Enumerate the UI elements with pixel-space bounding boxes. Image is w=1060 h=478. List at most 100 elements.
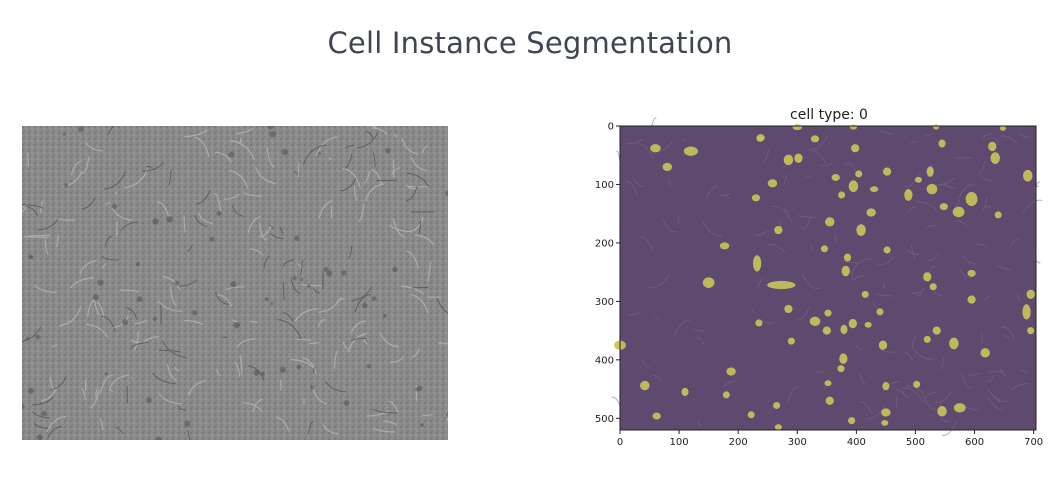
x-tick-label: 100 bbox=[670, 437, 689, 448]
texture-stroke bbox=[798, 215, 816, 218]
cell-outline bbox=[401, 285, 424, 295]
texture-stroke bbox=[859, 401, 873, 414]
texture-stroke bbox=[910, 243, 917, 259]
cell-outline bbox=[247, 365, 265, 382]
cell-outline bbox=[107, 126, 115, 136]
y-tick-label: 200 bbox=[595, 238, 614, 249]
texture-stroke bbox=[702, 220, 723, 237]
texture-stroke bbox=[651, 117, 657, 127]
cell-outline bbox=[410, 294, 429, 314]
cell-outline bbox=[301, 284, 322, 287]
cell-nucleus-dot bbox=[216, 210, 222, 216]
texture-stroke bbox=[701, 134, 703, 138]
cell-mask bbox=[876, 308, 884, 316]
cell-outline bbox=[373, 427, 396, 433]
cell-outline bbox=[426, 261, 432, 282]
texture-stroke bbox=[855, 345, 863, 351]
cell-outline bbox=[95, 388, 98, 399]
cell-outline bbox=[350, 320, 367, 333]
cell-outline bbox=[406, 172, 429, 187]
cell-nucleus-dot bbox=[174, 280, 180, 286]
texture-stroke bbox=[824, 377, 833, 390]
cell-outline bbox=[348, 245, 353, 259]
texture-stroke bbox=[907, 206, 917, 214]
cell-mask bbox=[683, 146, 698, 156]
texture-stroke bbox=[982, 295, 990, 301]
texture-stroke bbox=[996, 264, 1012, 270]
cell-mask bbox=[988, 141, 997, 152]
texture-stroke bbox=[968, 372, 981, 376]
cell-outline bbox=[184, 129, 208, 138]
cell-mask bbox=[767, 179, 778, 188]
cell-outline bbox=[231, 205, 244, 217]
texture-stroke bbox=[677, 215, 680, 225]
cell-outline bbox=[312, 288, 320, 294]
cell-outline bbox=[422, 413, 433, 417]
texture-stroke bbox=[983, 205, 991, 209]
texture-stroke bbox=[895, 389, 909, 400]
texture-stroke bbox=[649, 274, 670, 288]
cell-outline bbox=[247, 215, 262, 233]
texture-stroke bbox=[758, 318, 774, 324]
cell-outline bbox=[79, 260, 96, 275]
cell-outline bbox=[406, 250, 419, 269]
cell-outline bbox=[46, 415, 67, 433]
texture-stroke bbox=[801, 273, 821, 290]
cell-outline bbox=[392, 218, 406, 239]
cell-outline bbox=[93, 299, 101, 316]
cell-mask bbox=[848, 417, 856, 425]
texture-stroke bbox=[1011, 383, 1030, 391]
cell-outline bbox=[33, 422, 49, 429]
cell-mask bbox=[878, 340, 888, 350]
cell-mask bbox=[820, 245, 828, 253]
texture-stroke bbox=[808, 149, 827, 164]
texture-stroke bbox=[942, 182, 956, 189]
cell-mask bbox=[1027, 327, 1035, 335]
texture-stroke bbox=[902, 387, 922, 400]
cell-outline bbox=[99, 417, 104, 431]
x-tick-label: 500 bbox=[906, 437, 925, 448]
texture-stroke bbox=[1010, 238, 1020, 247]
cell-outline bbox=[186, 244, 193, 252]
cell-mask bbox=[883, 246, 891, 254]
texture-stroke bbox=[925, 224, 935, 229]
cell-outline bbox=[99, 374, 114, 394]
cell-outline bbox=[108, 388, 114, 393]
texture-stroke bbox=[625, 181, 639, 197]
texture-stroke bbox=[875, 293, 893, 297]
cell-outline bbox=[101, 263, 107, 270]
cell-mask bbox=[913, 380, 921, 388]
cell-outline bbox=[358, 203, 365, 223]
texture-stroke bbox=[914, 350, 933, 360]
cell-outline bbox=[379, 332, 399, 348]
cell-mask bbox=[784, 304, 793, 314]
cell-mask bbox=[681, 387, 689, 397]
texture-stroke bbox=[959, 267, 972, 279]
texture-stroke bbox=[927, 253, 939, 262]
cell-outline bbox=[234, 362, 241, 377]
cell-outline bbox=[342, 341, 349, 350]
cell-outline bbox=[49, 376, 67, 391]
texture-stroke bbox=[936, 177, 955, 186]
cell-mask bbox=[825, 217, 835, 227]
cell-nucleus-dot bbox=[253, 369, 261, 377]
cell-outline bbox=[25, 205, 39, 217]
microscopy-background bbox=[22, 126, 448, 440]
cell-mask bbox=[702, 277, 715, 288]
x-tick-label: 600 bbox=[965, 437, 984, 448]
cell-nucleus-dot bbox=[417, 385, 423, 391]
cell-mask bbox=[926, 183, 938, 195]
cell-outline bbox=[86, 299, 95, 317]
cell-mask bbox=[904, 189, 913, 201]
cell-outline bbox=[22, 204, 44, 209]
texture-stroke bbox=[652, 374, 662, 382]
cell-outline bbox=[230, 140, 255, 160]
cell-outline bbox=[131, 377, 134, 380]
cell-mask bbox=[755, 319, 763, 327]
cell-mask bbox=[825, 396, 834, 405]
cell-mask bbox=[650, 144, 661, 153]
cell-mask bbox=[810, 135, 820, 143]
texture-stroke bbox=[705, 185, 719, 199]
cell-mask bbox=[841, 265, 850, 277]
cell-nucleus-dot bbox=[269, 130, 277, 138]
